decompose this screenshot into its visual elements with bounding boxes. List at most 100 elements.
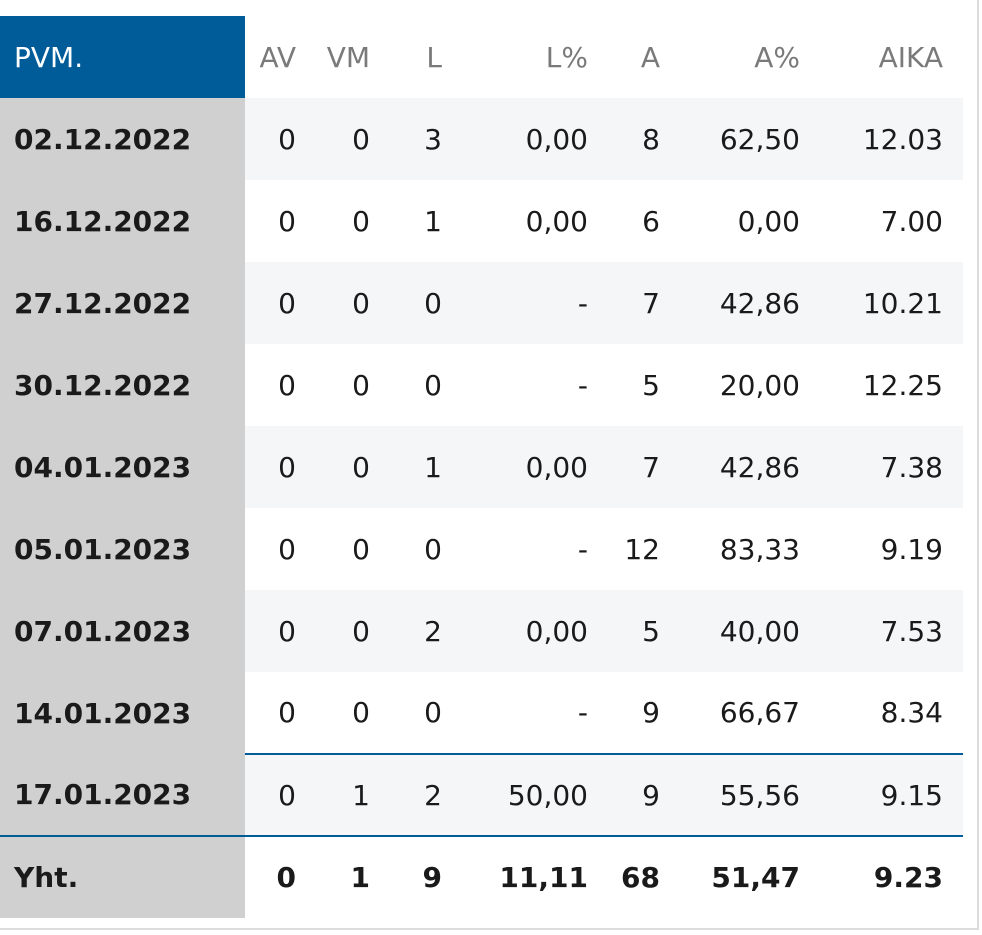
table-row: 07.01.2023 0 0 2 0,00 5 40,00 7.53 [0, 590, 963, 672]
header-date: PVM. [0, 16, 245, 98]
cell-a: 7 [600, 426, 672, 508]
cell-a-percent: 20,00 [719, 368, 800, 402]
cell-a: 6 [642, 204, 660, 238]
cell-l: 1 [424, 204, 442, 238]
cell-l: 0 [424, 368, 442, 402]
cell-a-percent: 42,86 [672, 262, 812, 344]
table-body: 02.12.2022 0 0 3 0,00 8 62,50 12.03 16.12.2022 0 0… [0, 98, 963, 836]
cell-aika: 9.15 [812, 753, 963, 836]
cell-date: 16.12.2022 [0, 180, 245, 262]
cell-l-percent: 0,00 [525, 204, 588, 238]
table-row: 30.12.2022 0 0 0 - 5 20,00 12.25 [0, 344, 963, 426]
cell-vm: 0 [308, 590, 382, 672]
header-vm: VM [308, 16, 382, 98]
cell-date: 27.12.2022 [0, 262, 245, 344]
cell-av: 0 [278, 204, 296, 238]
totals-label: Yht. [0, 835, 245, 918]
totals-aika: 9.23 [812, 835, 963, 918]
header-l-percent: L% [454, 16, 600, 98]
cell-a-percent: 83,33 [719, 532, 800, 566]
cell-a: 5 [642, 368, 660, 402]
cell-vm: 0 [352, 532, 370, 566]
cell-av: 0 [245, 590, 308, 672]
cell-a: 12 [624, 532, 660, 566]
totals-row: Yht. 0 1 9 11,11 68 51,47 9.23 [0, 835, 963, 918]
table-header: PVM. AV VM L L% A A% AIKA [0, 16, 963, 98]
table-row: 14.01.2023 0 0 0 - 9 66,67 8.34 [0, 672, 963, 754]
header-a-percent: A% [672, 16, 812, 98]
cell-l: 0 [424, 696, 442, 729]
cell-a-percent: 42,86 [672, 426, 812, 508]
cell-vm: 0 [308, 426, 382, 508]
cell-av: 0 [245, 753, 308, 836]
cell-l-percent: - [454, 262, 600, 344]
cell-a: 9 [600, 753, 672, 836]
stats-table: PVM. AV VM L L% A A% AIKA 02.12.2022 0 0 3 0… [0, 16, 963, 918]
cell-av: 0 [245, 426, 308, 508]
cell-date: 14.01.2023 [0, 672, 245, 754]
header-l: L [382, 16, 454, 98]
cell-l-percent: - [577, 368, 588, 402]
cell-a-percent: 66,67 [719, 696, 800, 729]
totals-av: 0 [245, 835, 308, 918]
cell-l-percent: 0,00 [454, 426, 600, 508]
cell-aika: 12.25 [862, 368, 943, 402]
cell-date: 04.01.2023 [0, 426, 245, 508]
table-footer: Yht. 0 1 9 11,11 68 51,47 9.23 [0, 835, 963, 918]
cell-aika: 9.19 [880, 532, 943, 566]
cell-vm: 0 [352, 696, 370, 729]
cell-vm: 0 [308, 98, 382, 180]
table-row: 02.12.2022 0 0 3 0,00 8 62,50 12.03 [0, 98, 963, 180]
cell-a-percent: 0,00 [737, 204, 800, 238]
cell-a: 5 [600, 590, 672, 672]
cell-l: 1 [382, 426, 454, 508]
header-row: PVM. AV VM L L% A A% AIKA [0, 16, 963, 98]
cell-a: 9 [642, 696, 660, 729]
cell-aika: 7.00 [880, 204, 943, 238]
cell-aika: 7.38 [812, 426, 963, 508]
header-a: A [600, 16, 672, 98]
cell-av: 0 [278, 532, 296, 566]
cell-l-percent: - [577, 696, 588, 729]
cell-aika: 8.34 [880, 696, 943, 729]
cell-av: 0 [245, 262, 308, 344]
header-av: AV [245, 16, 308, 98]
cell-l-percent: 50,00 [454, 753, 600, 836]
table-row: 27.12.2022 0 0 0-7 42,86 10.21 [0, 262, 963, 344]
totals-vm: 1 [308, 835, 382, 918]
cell-l: 0 [382, 262, 454, 344]
cell-vm: 0 [308, 262, 382, 344]
table-row: 16.12.2022 0 0 1 0,00 6 0,00 7.00 [0, 180, 963, 262]
cell-date: 05.01.2023 [0, 508, 245, 590]
cell-a-percent: 55,56 [672, 753, 812, 836]
cell-l: 3 [382, 98, 454, 180]
cell-aika: 7.53 [812, 590, 963, 672]
cell-l: 2 [382, 753, 454, 836]
cell-a-percent: 62,50 [672, 98, 812, 180]
cell-date: 07.01.2023 [0, 590, 245, 672]
cell-l: 0 [424, 532, 442, 566]
cell-av: 0 [278, 696, 296, 729]
cell-vm: 1 [308, 753, 382, 836]
cell-a: 8 [600, 98, 672, 180]
cell-aika: 10.21 [812, 262, 963, 344]
cell-a-percent: 40,00 [672, 590, 812, 672]
cell-l-percent: - [577, 532, 588, 566]
table-row: 17.01.2023 0 1 2 50,00 9 55,56 9.15 [0, 753, 963, 836]
cell-date: 02.12.2022 [0, 98, 245, 180]
cell-l-percent: 0,00 [454, 98, 600, 180]
header-aika: AIKA [812, 16, 963, 98]
table-row: 04.01.2023 0 0 1 0,00 7 42,86 7.38 [0, 426, 963, 508]
totals-l: 9 [382, 835, 454, 918]
totals-a-percent: 51,47 [672, 835, 812, 918]
cell-l-percent: 0,00 [454, 590, 600, 672]
totals-a: 68 [600, 835, 672, 918]
totals-l-percent: 11,11 [454, 835, 600, 918]
cell-date: 17.01.2023 [0, 754, 245, 836]
cell-aika: 12.03 [812, 98, 963, 180]
cell-a: 7 [600, 262, 672, 344]
table-row: 05.01.2023 0 0 0 - 12 83,33 9.19 [0, 508, 963, 590]
cell-vm: 0 [352, 204, 370, 238]
cell-vm: 0 [352, 368, 370, 402]
